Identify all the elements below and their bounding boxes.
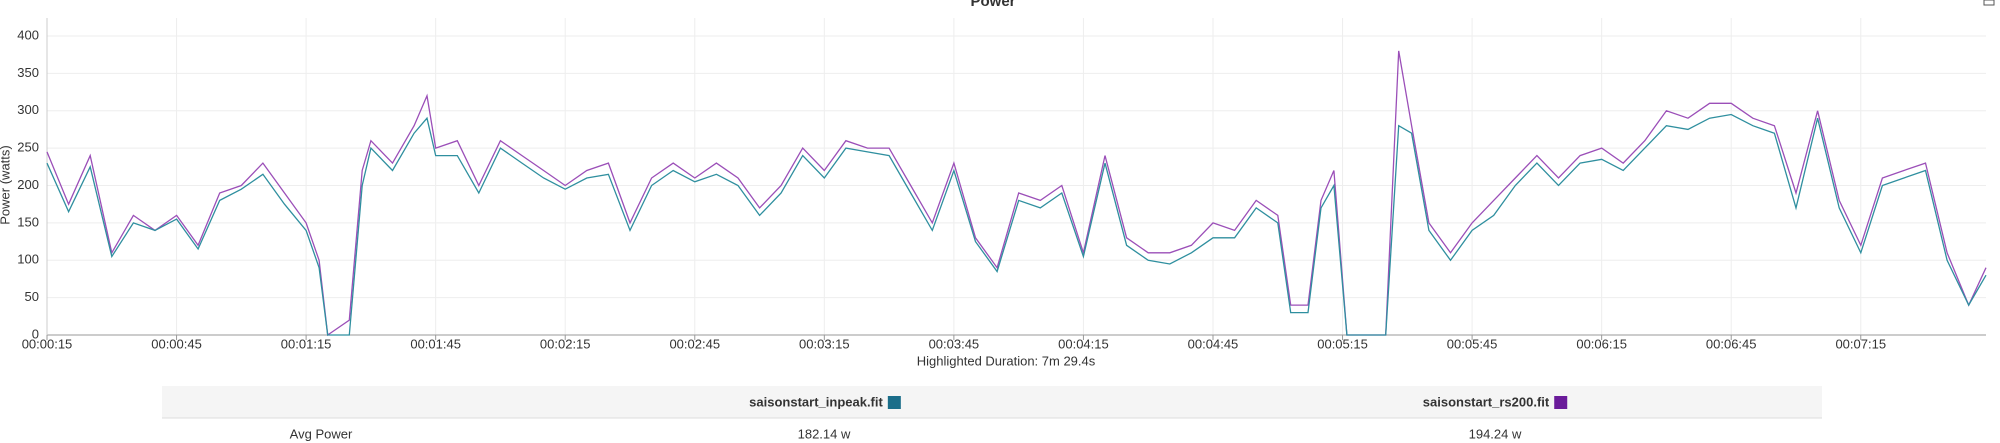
legend-label: saisonstart_inpeak.fit <box>749 394 883 409</box>
x-axis-label: Highlighted Duration: 7m 29.4s <box>917 353 1096 368</box>
y-tick-label: 50 <box>25 289 39 304</box>
x-tick-label: 00:01:15 <box>281 336 332 351</box>
legend-label: saisonstart_rs200.fit <box>1423 394 1550 409</box>
y-tick-label: 0 <box>32 326 39 341</box>
series-line <box>46 50 1987 337</box>
x-tick-label: 00:03:15 <box>799 336 850 351</box>
cell: 194.24 w <box>1469 426 1522 441</box>
y-tick-label: 400 <box>17 27 39 42</box>
row-label: Avg Power <box>290 426 353 441</box>
x-tick-label: 00:06:45 <box>1706 336 1757 351</box>
y-tick-label: 100 <box>17 252 39 267</box>
chart-title: Power <box>970 0 1015 10</box>
y-tick-label: 250 <box>17 140 39 155</box>
x-tick-label: 00:01:45 <box>410 336 461 351</box>
x-tick-label: 00:03:45 <box>929 336 980 351</box>
x-tick-label: 00:07:15 <box>1835 336 1886 351</box>
x-tick-label: 00:00:45 <box>151 336 202 351</box>
cell: 182.14 w <box>798 426 851 441</box>
x-tick-label: 00:02:45 <box>669 336 720 351</box>
x-tick-label: 00:00:15 <box>22 336 73 351</box>
y-tick-label: 300 <box>17 102 39 117</box>
y-tick-label: 150 <box>17 214 39 229</box>
x-tick-label: 00:06:15 <box>1576 336 1627 351</box>
x-tick-label: 00:05:15 <box>1317 336 1368 351</box>
table-header <box>162 386 1822 418</box>
series-line <box>46 113 1987 336</box>
x-tick-label: 00:04:15 <box>1058 336 1109 351</box>
y-axis-label: Power (watts) <box>0 145 12 224</box>
legend-swatch <box>1554 396 1568 409</box>
y-tick-label: 350 <box>17 65 39 80</box>
x-tick-label: 00:05:45 <box>1447 336 1498 351</box>
x-tick-label: 00:02:15 <box>540 336 591 351</box>
export-icon[interactable] <box>1983 0 1995 6</box>
y-tick-label: 200 <box>17 177 39 192</box>
x-tick-label: 00:04:45 <box>1188 336 1239 351</box>
legend-swatch <box>887 396 901 409</box>
